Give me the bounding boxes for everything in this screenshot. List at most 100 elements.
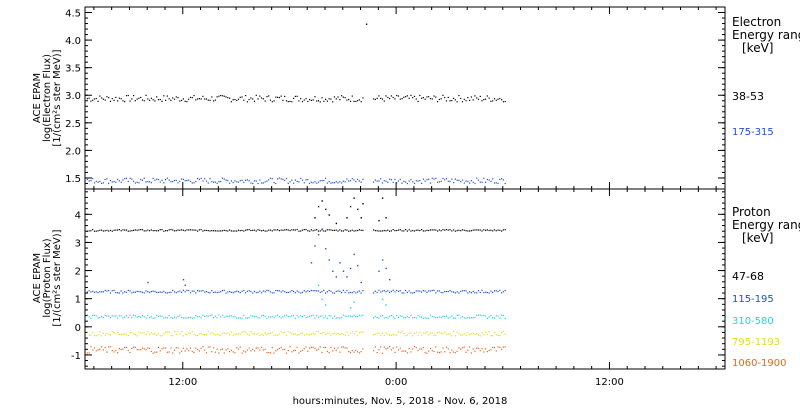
data-point: [385, 267, 387, 270]
data-point: [186, 180, 188, 182]
data-point: [218, 95, 220, 97]
data-point: [474, 316, 476, 319]
data-point: [209, 333, 211, 335]
data-point: [131, 347, 133, 349]
data-point: [280, 317, 282, 319]
data-point: [195, 292, 197, 294]
data-point: [358, 314, 360, 316]
data-point: [168, 229, 170, 231]
data-point: [287, 182, 289, 185]
data-point: [205, 180, 208, 182]
data-point: [147, 291, 149, 293]
data-point: [245, 292, 247, 294]
data-point: [488, 97, 490, 99]
data-point: [117, 352, 119, 354]
data-point: [280, 95, 282, 97]
data-point: [454, 317, 456, 319]
data-point: [259, 334, 261, 337]
data-point: [184, 284, 186, 287]
data-point: [408, 180, 410, 182]
data-point: [309, 290, 311, 293]
data-point: [198, 229, 200, 231]
data-point: [323, 317, 325, 319]
data-point: [321, 332, 323, 334]
data-point: [109, 100, 112, 103]
data-point: [221, 177, 224, 179]
data-point: [504, 289, 506, 292]
proton-legend-310-580: 310-580: [732, 316, 774, 327]
data-point: [326, 332, 328, 334]
data-point: [412, 97, 414, 99]
data-point: [316, 182, 318, 184]
data-point: [451, 349, 453, 351]
data-point: [124, 229, 126, 231]
data-point: [389, 291, 391, 293]
data-point: [111, 98, 113, 100]
data-point: [106, 96, 108, 98]
data-point: [285, 352, 288, 354]
data-point: [385, 95, 387, 97]
data-point: [246, 179, 248, 181]
data-point: [424, 290, 426, 292]
data-point: [248, 347, 250, 349]
data-point: [287, 350, 289, 352]
data-point: [239, 291, 241, 294]
data-point: [136, 98, 138, 100]
data-point: [109, 334, 112, 336]
data-point: [495, 99, 497, 101]
data-point: [268, 352, 270, 354]
data-point: [284, 95, 286, 98]
y-tick-label: 1.5: [65, 174, 81, 185]
data-point: [198, 290, 200, 292]
data-point: [438, 181, 440, 183]
data-point: [438, 331, 440, 333]
data-point: [444, 179, 446, 181]
data-point: [444, 96, 446, 99]
data-point: [357, 334, 359, 336]
data-point: [253, 100, 256, 102]
data-point: [221, 314, 224, 316]
data-point: [447, 348, 449, 350]
data-point: [294, 349, 296, 351]
data-point: [406, 291, 408, 294]
data-point: [275, 350, 277, 352]
data-point: [122, 179, 124, 181]
data-point: [248, 317, 250, 319]
data-point: [495, 315, 497, 317]
data-point: [296, 95, 298, 97]
data-point: [287, 229, 289, 231]
data-point: [163, 95, 165, 97]
data-point: [157, 291, 160, 294]
proton-ylabel-line-2: log(Proton Flux): [42, 238, 53, 317]
data-point: [165, 230, 167, 232]
data-point: [133, 229, 135, 231]
data-point: [476, 333, 478, 335]
data-point: [328, 180, 330, 183]
data-point: [213, 100, 215, 102]
data-point: [191, 317, 193, 319]
data-point: [145, 317, 147, 319]
y-tick-label: 4: [75, 210, 81, 221]
data-point: [390, 179, 392, 181]
data-point: [252, 98, 254, 100]
data-point: [86, 98, 88, 100]
data-point: [419, 290, 421, 292]
data-point: [479, 229, 481, 231]
data-point: [136, 335, 138, 337]
data-point: [243, 350, 245, 352]
data-point: [458, 347, 460, 349]
data-point: [470, 352, 472, 354]
data-point: [312, 346, 314, 348]
data-point: [225, 292, 227, 294]
data-point: [140, 316, 142, 318]
data-point: [157, 230, 160, 232]
x-tick-label: 12:00: [595, 377, 624, 388]
data-point: [243, 181, 245, 183]
data-point: [211, 314, 213, 316]
data-point: [129, 230, 131, 232]
data-point: [209, 346, 211, 348]
data-point: [335, 333, 337, 335]
data-point: [300, 350, 302, 353]
data-point: [488, 349, 490, 352]
